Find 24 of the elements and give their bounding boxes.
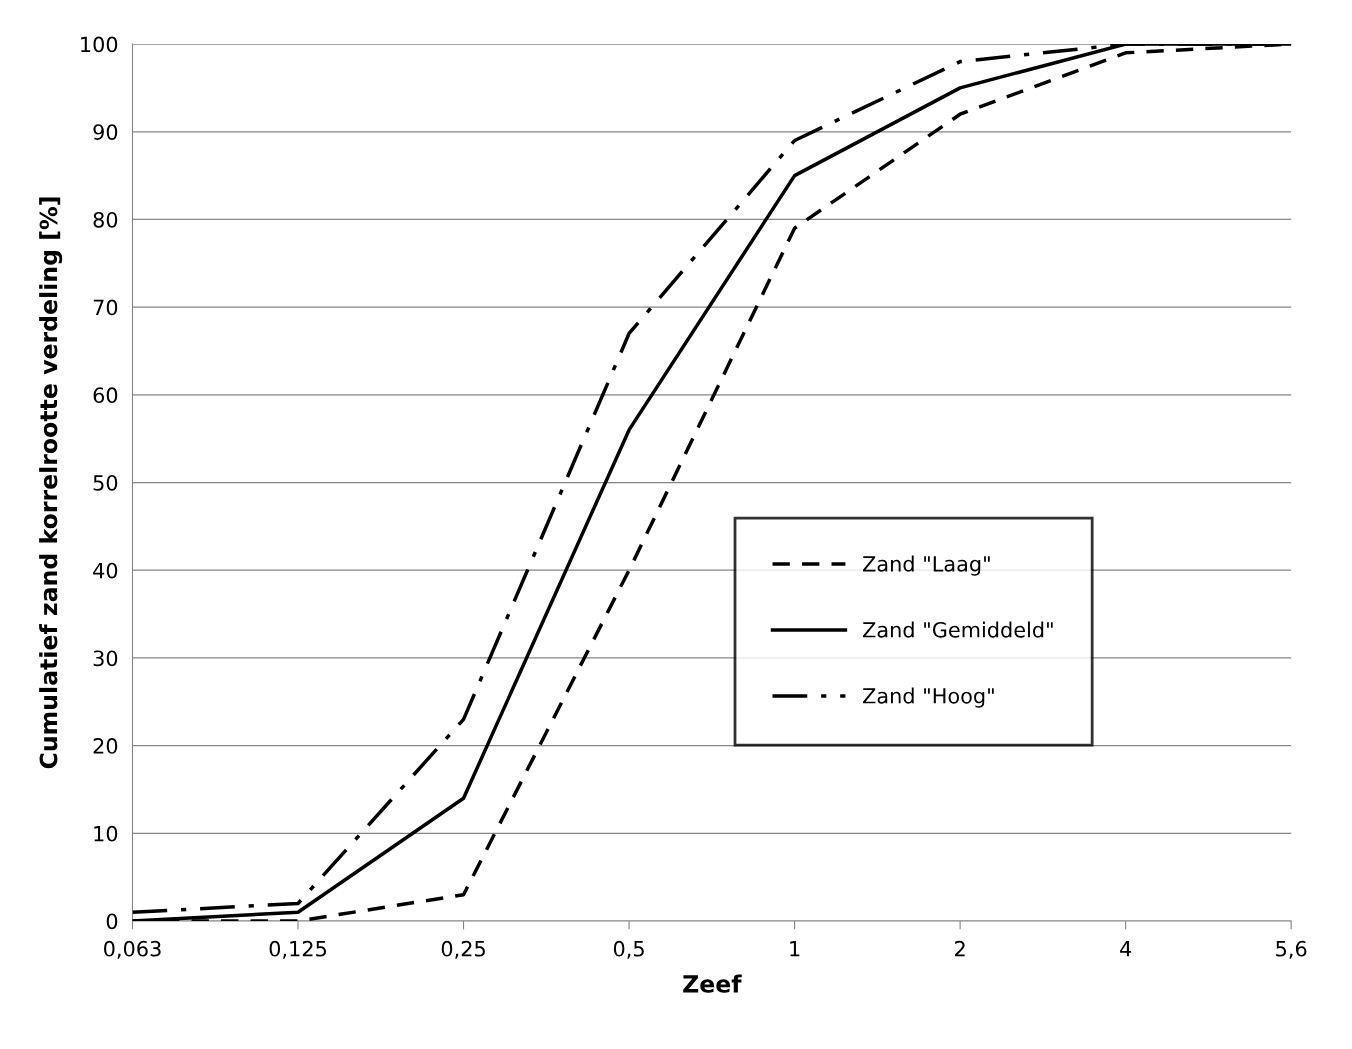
y-tick-label: 0 [106, 913, 118, 930]
x-tick-label: 2 [955, 940, 965, 957]
y-tick-label: 90 [93, 124, 118, 140]
y-tick-label: 10 [94, 825, 118, 842]
y-tick-label: 100 [81, 36, 118, 53]
y-tick-label: 40 [93, 562, 118, 579]
x-tick-label: 4 [1120, 941, 1132, 957]
y-tick-label: 20 [93, 738, 118, 754]
x-tick-label: 0,125 [269, 940, 327, 959]
x-tick-label: 0,5 [613, 940, 644, 959]
x-tick-label: 0,25 [441, 940, 485, 959]
x-tick-label: 1 [790, 941, 800, 957]
y-tick-label: 80 [93, 211, 118, 228]
x-axis-title: Zeef [683, 974, 742, 993]
legend-label: Zand "Gemiddeld" [863, 621, 1053, 638]
legend-label: Zand "Laag" [863, 555, 990, 576]
x-tick-label: 0,063 [104, 940, 161, 959]
y-tick-label: 50 [93, 474, 118, 491]
y-axis-title: Cumulatief zand korrelrootte verdeling [%] [39, 197, 63, 769]
y-tick-label: 60 [93, 387, 118, 404]
y-tick-label: 70 [93, 299, 118, 316]
y-tick-label: 30 [93, 650, 118, 667]
x-tick-label: 5,6 [1276, 940, 1307, 959]
legend-label: Zand "Hoog" [863, 687, 994, 708]
